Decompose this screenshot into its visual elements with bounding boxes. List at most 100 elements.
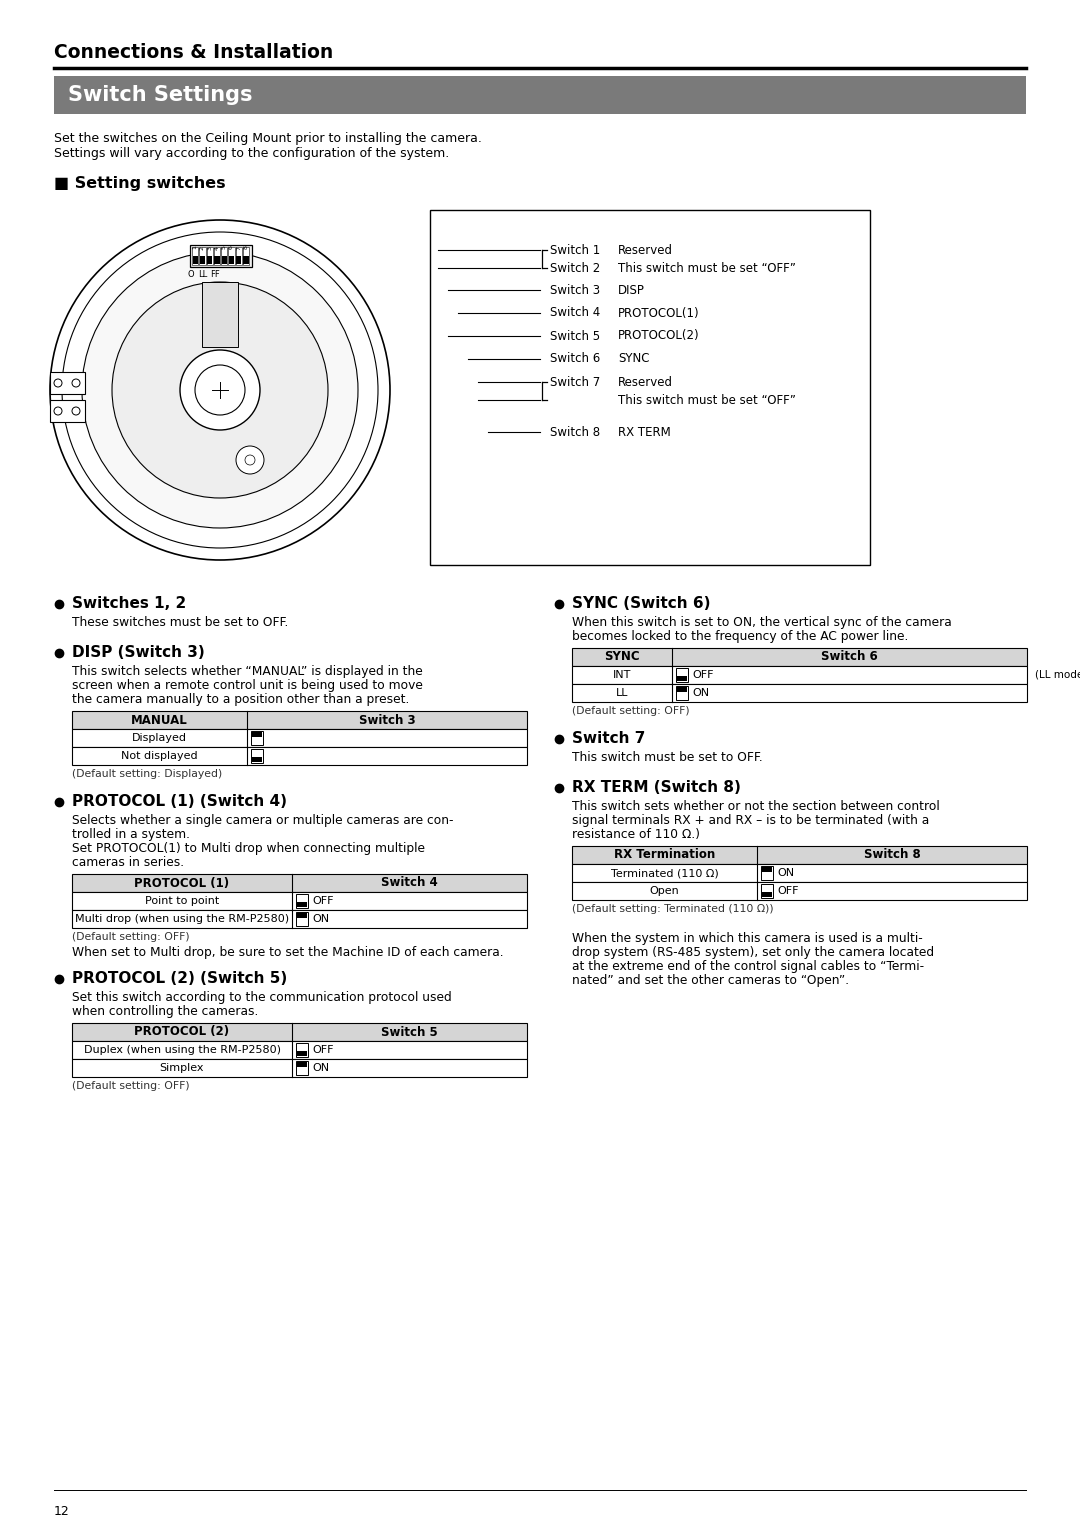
Text: ON: ON bbox=[312, 914, 329, 924]
Bar bbox=[572, 882, 1027, 900]
Bar bbox=[72, 729, 527, 747]
Circle shape bbox=[245, 455, 255, 465]
Text: OFF: OFF bbox=[312, 1045, 334, 1054]
Text: Switch 3: Switch 3 bbox=[550, 284, 600, 296]
Text: Connections & Installation: Connections & Installation bbox=[54, 43, 334, 61]
Text: 4: 4 bbox=[214, 246, 219, 249]
Text: PROTOCOL(1): PROTOCOL(1) bbox=[618, 307, 700, 319]
Text: ■ Setting switches: ■ Setting switches bbox=[54, 176, 226, 191]
Bar bbox=[235, 248, 242, 264]
Text: Set this switch according to the communication protocol used: Set this switch according to the communi… bbox=[72, 992, 451, 1004]
Bar bbox=[761, 866, 773, 880]
Text: (Default setting: Terminated (110 Ω)): (Default setting: Terminated (110 Ω)) bbox=[572, 905, 773, 914]
Text: RX Termination: RX Termination bbox=[613, 848, 715, 862]
Text: Switch 1: Switch 1 bbox=[550, 243, 600, 257]
Text: Switch 4: Switch 4 bbox=[381, 877, 437, 889]
Bar bbox=[221, 257, 227, 264]
Text: OFF: OFF bbox=[312, 895, 334, 906]
Text: OFF: OFF bbox=[777, 886, 798, 895]
Text: DISP (Switch 3): DISP (Switch 3) bbox=[72, 645, 205, 660]
Text: O: O bbox=[187, 270, 193, 280]
Text: MANUAL: MANUAL bbox=[131, 714, 188, 726]
Circle shape bbox=[72, 406, 80, 416]
Text: INT: INT bbox=[612, 669, 631, 680]
Text: When this switch is set to ON, the vertical sync of the camera: When this switch is set to ON, the verti… bbox=[572, 616, 951, 630]
Text: Reserved: Reserved bbox=[618, 243, 673, 257]
Circle shape bbox=[112, 283, 328, 498]
Text: PROTOCOL (2) (Switch 5): PROTOCOL (2) (Switch 5) bbox=[72, 970, 287, 986]
Bar bbox=[72, 911, 527, 927]
Text: (Default setting: OFF): (Default setting: OFF) bbox=[72, 1080, 190, 1091]
Text: Open: Open bbox=[650, 886, 679, 895]
Text: trolled in a system.: trolled in a system. bbox=[72, 828, 190, 840]
Bar bbox=[199, 248, 205, 264]
Bar bbox=[221, 248, 227, 264]
Bar bbox=[214, 248, 220, 264]
Text: Switch 6: Switch 6 bbox=[550, 353, 600, 365]
Bar bbox=[572, 863, 1027, 882]
Text: signal terminals RX + and RX – is to be terminated (with a: signal terminals RX + and RX – is to be … bbox=[572, 814, 929, 827]
Bar bbox=[214, 257, 219, 264]
Text: SYNC: SYNC bbox=[618, 353, 649, 365]
Text: Set PROTOCOL(1) to Multi drop when connecting multiple: Set PROTOCOL(1) to Multi drop when conne… bbox=[72, 842, 426, 856]
Text: nated” and set the other cameras to “Open”.: nated” and set the other cameras to “Ope… bbox=[572, 973, 849, 987]
Text: Switch 7: Switch 7 bbox=[572, 730, 646, 746]
Text: This switch must be set to OFF.: This switch must be set to OFF. bbox=[572, 750, 762, 764]
Text: PROTOCOL(2): PROTOCOL(2) bbox=[618, 330, 700, 342]
Text: (LL mode : 50 Hz area only): (LL mode : 50 Hz area only) bbox=[1035, 669, 1080, 680]
Bar bbox=[297, 914, 307, 918]
Text: LL: LL bbox=[616, 688, 629, 698]
Circle shape bbox=[50, 220, 390, 559]
Bar bbox=[251, 730, 264, 746]
Bar bbox=[762, 892, 772, 897]
Text: Selects whether a single camera or multiple cameras are con-: Selects whether a single camera or multi… bbox=[72, 814, 454, 827]
Text: Switch 6: Switch 6 bbox=[821, 651, 878, 663]
Text: Reserved: Reserved bbox=[618, 376, 673, 388]
Text: Switch 5: Switch 5 bbox=[550, 330, 600, 342]
Bar bbox=[237, 257, 241, 264]
Text: Settings will vary according to the configuration of the system.: Settings will vary according to the conf… bbox=[54, 147, 449, 160]
Bar bbox=[297, 1051, 307, 1056]
Bar bbox=[50, 400, 85, 422]
Text: 2: 2 bbox=[200, 246, 205, 249]
Text: Duplex (when using the RM-P2580): Duplex (when using the RM-P2580) bbox=[83, 1045, 281, 1054]
Circle shape bbox=[54, 379, 62, 387]
Text: This switch must be set “OFF”: This switch must be set “OFF” bbox=[618, 394, 796, 406]
Bar bbox=[761, 885, 773, 898]
Text: ON: ON bbox=[777, 868, 794, 879]
Circle shape bbox=[180, 350, 260, 429]
Bar bbox=[192, 248, 199, 264]
Text: the camera manually to a position other than a preset.: the camera manually to a position other … bbox=[72, 694, 409, 706]
Text: This switch sets whether or not the section between control: This switch sets whether or not the sect… bbox=[572, 801, 940, 813]
Text: screen when a remote control unit is being used to move: screen when a remote control unit is bei… bbox=[72, 678, 423, 692]
Bar bbox=[72, 747, 527, 766]
Text: Switch 7: Switch 7 bbox=[550, 376, 600, 388]
Text: drop system (RS-485 system), set only the camera located: drop system (RS-485 system), set only th… bbox=[572, 946, 934, 960]
Bar bbox=[252, 732, 262, 736]
Bar bbox=[50, 371, 85, 394]
Text: 7: 7 bbox=[237, 246, 241, 249]
Text: SYNC: SYNC bbox=[604, 651, 639, 663]
Bar bbox=[190, 244, 252, 267]
Bar bbox=[677, 675, 687, 681]
Text: Set the switches on the Ceiling Mount prior to installing the camera.: Set the switches on the Ceiling Mount pr… bbox=[54, 131, 482, 145]
Text: Simplex: Simplex bbox=[160, 1063, 204, 1073]
Circle shape bbox=[54, 406, 62, 416]
Text: PROTOCOL (1): PROTOCOL (1) bbox=[134, 877, 230, 889]
Bar bbox=[572, 648, 1027, 666]
Text: Multi drop (when using the RM-P2580): Multi drop (when using the RM-P2580) bbox=[75, 914, 289, 924]
Text: When the system in which this camera is used is a multi-: When the system in which this camera is … bbox=[572, 932, 922, 944]
Bar bbox=[676, 686, 688, 700]
Bar bbox=[243, 248, 249, 264]
Circle shape bbox=[195, 365, 245, 416]
Bar bbox=[72, 892, 527, 911]
Text: (Default setting: Displayed): (Default setting: Displayed) bbox=[72, 769, 222, 779]
Bar bbox=[296, 894, 308, 908]
Text: Displayed: Displayed bbox=[132, 733, 187, 743]
Text: Switch 5: Switch 5 bbox=[381, 1025, 437, 1039]
Text: Point to point: Point to point bbox=[145, 895, 219, 906]
Bar bbox=[207, 257, 213, 264]
Text: 8: 8 bbox=[243, 246, 248, 249]
Text: becomes locked to the frequency of the AC power line.: becomes locked to the frequency of the A… bbox=[572, 630, 908, 643]
Text: resistance of 110 Ω.): resistance of 110 Ω.) bbox=[572, 828, 700, 840]
